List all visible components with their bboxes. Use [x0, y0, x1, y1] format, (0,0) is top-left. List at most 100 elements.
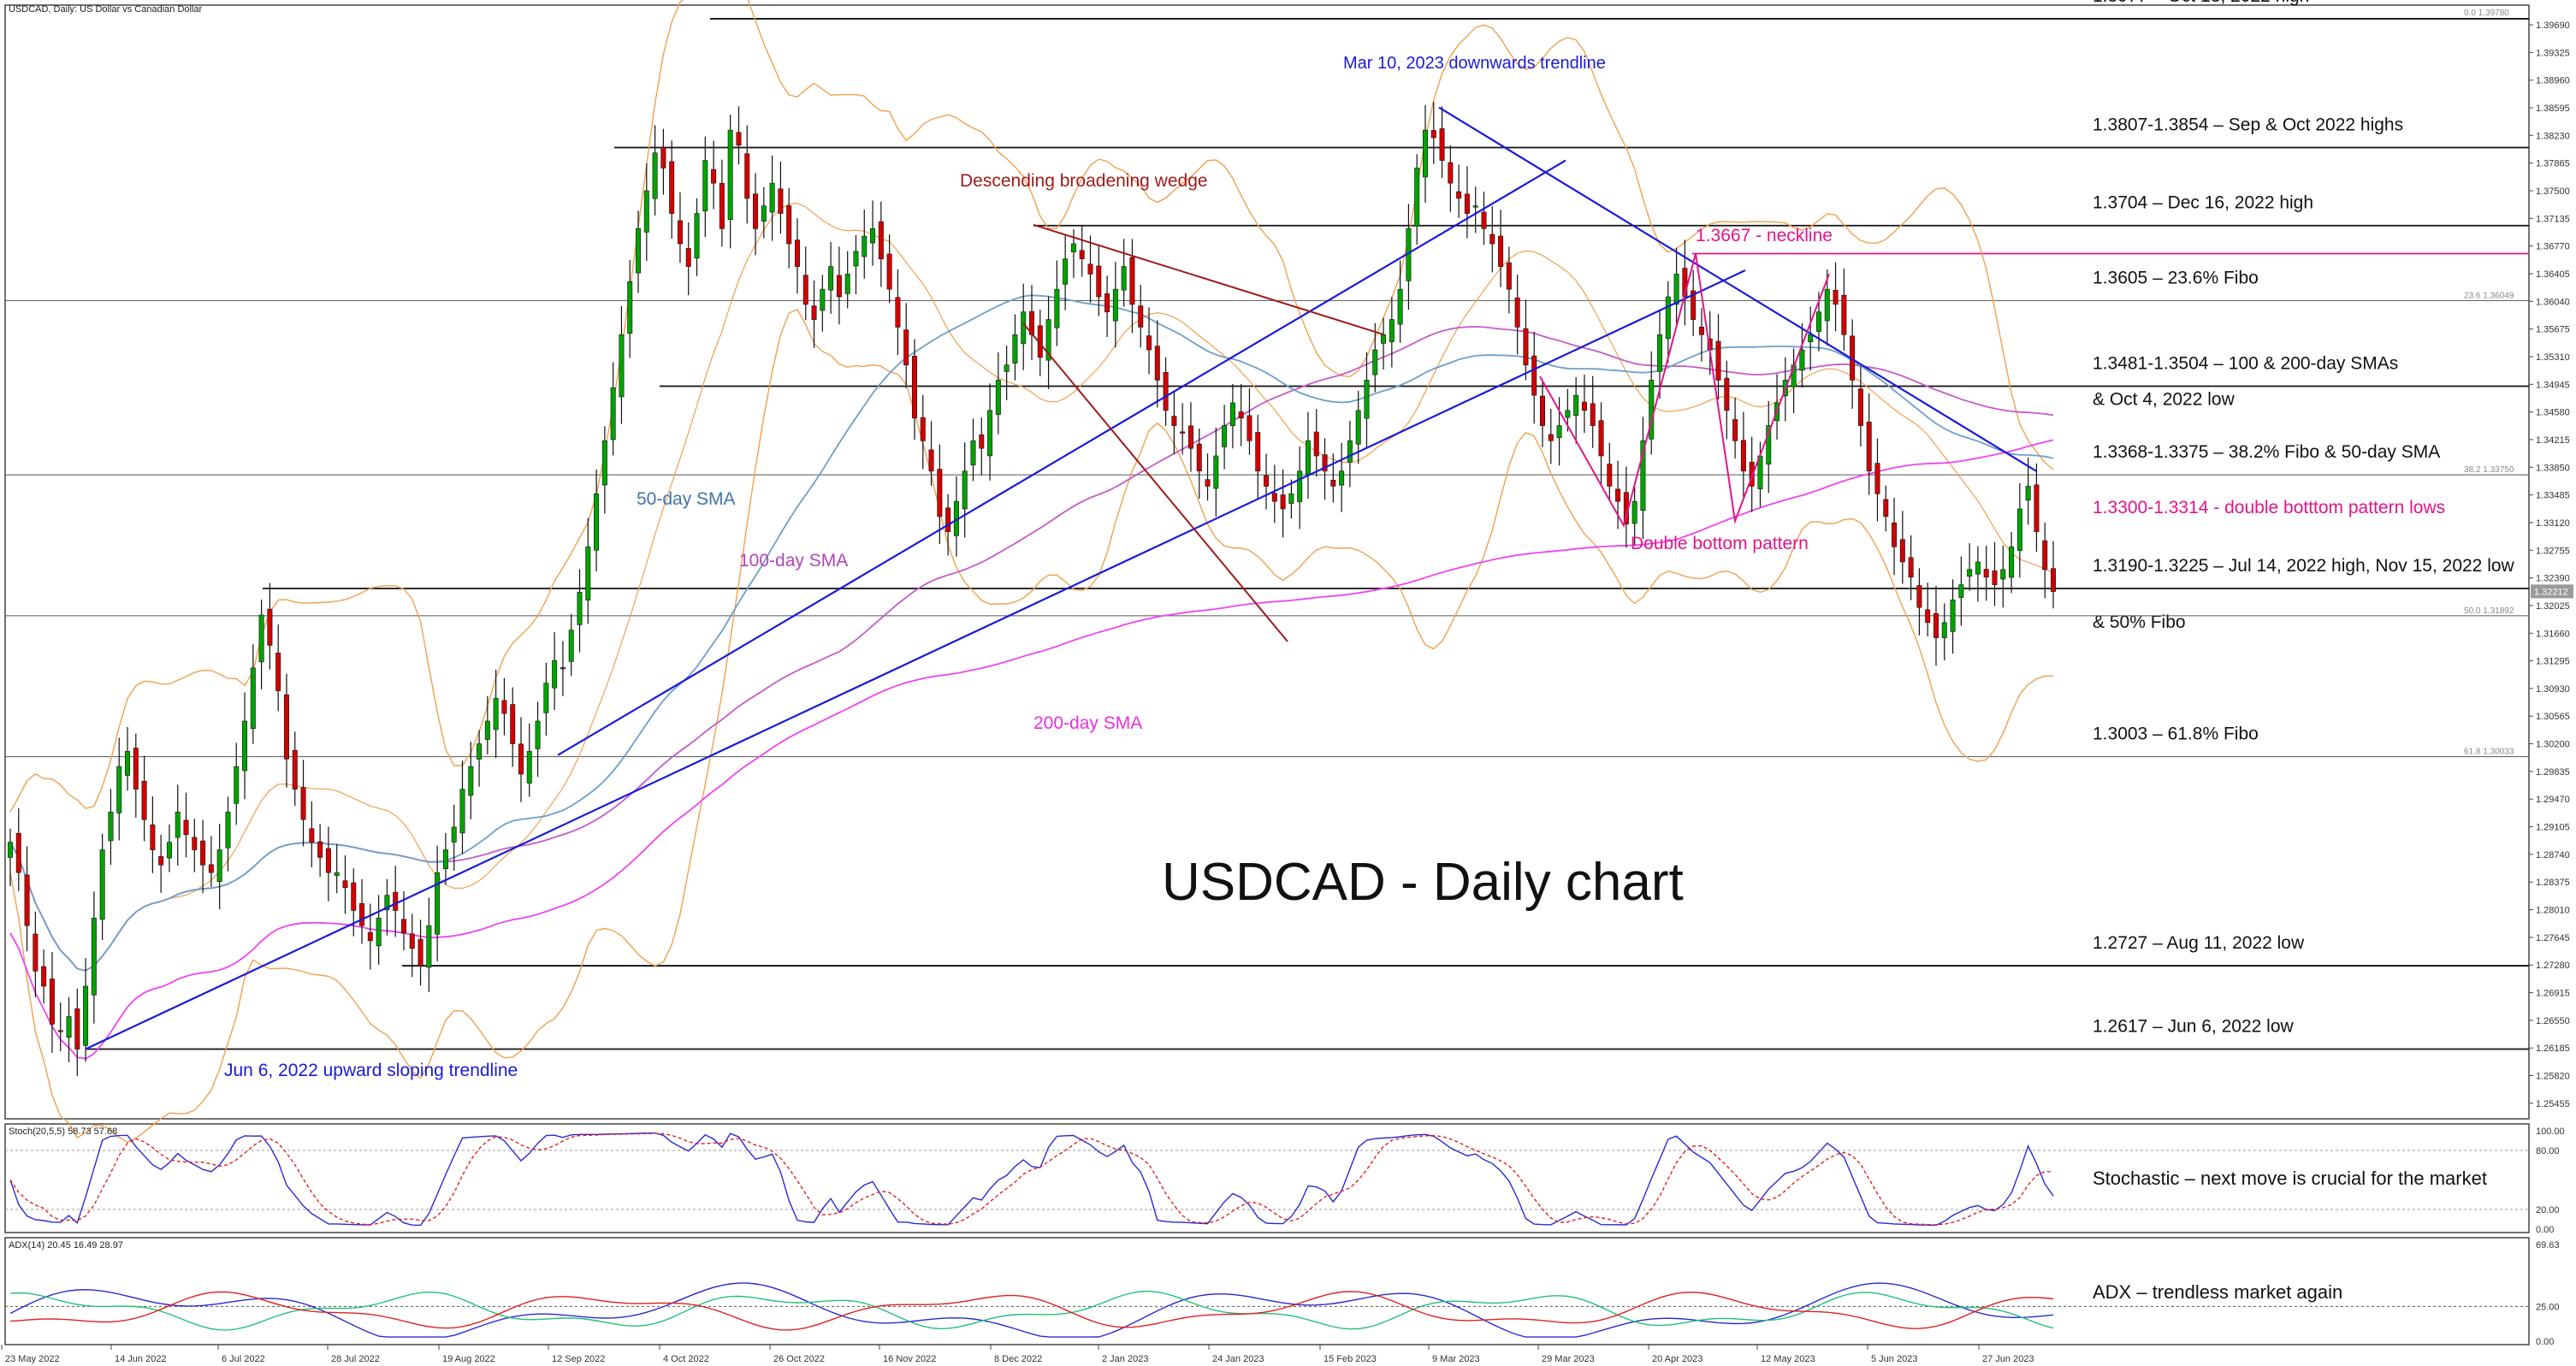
price-tick-label: 1.33850	[2536, 463, 2570, 473]
time-tick-label: 2 Jan 2023	[1102, 1354, 1148, 1364]
price-tick-label: 1.31660	[2536, 629, 2570, 639]
time-tick-label: 14 Jun 2022	[115, 1354, 167, 1364]
candle-body	[183, 819, 189, 836]
candle-body	[1339, 470, 1345, 486]
candle-body	[1540, 395, 1545, 426]
time-tick-label: 9 Mar 2023	[1432, 1354, 1480, 1364]
bollinger-upper	[9, 0, 2054, 813]
candle-body	[1925, 609, 1931, 624]
wedge-upper-line	[1033, 223, 1385, 336]
candle-body	[1096, 265, 1102, 298]
candle-body	[1824, 288, 1830, 322]
candle-body	[1958, 584, 1964, 598]
candle-body	[677, 220, 683, 245]
candle-body	[811, 305, 817, 320]
stoch-tick-label: 80.00	[2536, 1146, 2560, 1156]
candle-body	[484, 720, 490, 740]
candle-body	[400, 919, 406, 934]
candle-body	[1414, 168, 1420, 227]
candle-body	[711, 169, 717, 184]
candle-body	[1933, 613, 1939, 638]
candle-body	[24, 874, 30, 926]
candle-body	[91, 917, 97, 996]
price-tick-label: 1.34945	[2536, 380, 2570, 390]
candle-body	[543, 683, 549, 713]
candle-body	[250, 667, 256, 730]
uptrend-channel-line	[557, 159, 1566, 756]
candle-body	[99, 849, 105, 920]
candle-body	[535, 720, 541, 749]
candle-body	[802, 275, 808, 305]
candle-body	[1808, 334, 1814, 342]
current-price-label: 1.32212	[2534, 587, 2568, 597]
stochastic-panel-frame	[4, 1123, 2530, 1233]
candle-body	[836, 275, 842, 298]
candle-body	[1523, 328, 1529, 366]
candle-body	[317, 841, 323, 858]
stoch-tick-label: 100.00	[2536, 1127, 2565, 1137]
candle-body	[150, 825, 156, 850]
candle-body	[761, 205, 767, 222]
candle-body	[1112, 288, 1118, 322]
candle-body	[911, 355, 917, 419]
candle-body	[1590, 403, 1596, 426]
price-tick-label: 1.30200	[2536, 740, 2570, 750]
candle-body	[1740, 440, 1746, 472]
candle-body	[928, 449, 934, 472]
candle-body	[1448, 162, 1454, 184]
time-axis: 23 May 2022 14 Jun 2022 6 Jul 2022 28 Jul 2…	[1, 1345, 2034, 1364]
candle-body	[1229, 402, 1235, 427]
current-price-box	[2531, 584, 2573, 599]
sma50-annotation: 50-day SMA	[637, 489, 736, 509]
time-tick-label: 15 Feb 2023	[1324, 1354, 1377, 1364]
candle-body	[1063, 258, 1069, 285]
price-tick-label: 1.34580	[2536, 408, 2570, 418]
price-tick-label: 1.28375	[2536, 878, 2570, 888]
candle-body	[1815, 311, 1821, 332]
candle-body	[242, 720, 248, 772]
candle-body	[393, 891, 399, 911]
price-tick-label: 1.38230	[2536, 131, 2570, 141]
price-tick-label: 1.39690	[2536, 21, 2570, 31]
candle-body	[451, 826, 457, 843]
candle-body	[1187, 425, 1193, 449]
price-tick-label: 1.26915	[2536, 989, 2570, 999]
price-tick-label: 1.27645	[2536, 933, 2570, 943]
price-tick-label: 1.27280	[2536, 961, 2570, 971]
time-tick-label: 12 May 2023	[1761, 1354, 1815, 1364]
candle-body	[442, 849, 448, 869]
candle-body	[1054, 288, 1060, 328]
price-tick-label: 1.34215	[2536, 435, 2570, 446]
candle-body	[1079, 250, 1085, 260]
candle-body	[468, 766, 474, 796]
price-tick-label: 1.35310	[2536, 352, 2570, 363]
candle-body	[585, 546, 591, 601]
candle-body	[844, 274, 850, 294]
candle-body	[736, 132, 742, 146]
candle-body	[216, 849, 222, 883]
candle-body	[1004, 364, 1010, 372]
adx-indicator: 69.63 25.00 0.00	[5, 1240, 2560, 1347]
candle-body	[267, 608, 273, 646]
candle-body	[1749, 461, 1755, 487]
candle-body	[627, 281, 633, 334]
candle-body	[1866, 422, 1872, 472]
candle-body	[669, 161, 675, 214]
time-tick-label: 6 Jul 2022	[222, 1354, 265, 1364]
candle-body	[995, 380, 1001, 415]
candle-body	[979, 434, 985, 449]
candle-body	[601, 440, 607, 486]
candle-body	[41, 966, 47, 987]
candle-body	[141, 781, 147, 820]
neckline-annotation: 1.3667 - neckline	[1696, 226, 1833, 245]
candle-body	[1430, 130, 1436, 139]
double-bottom-lows-note: 1.3300-1.3314 - double botttom pattern l…	[2093, 498, 2445, 517]
candle-body	[1673, 274, 1679, 305]
price-tick-label: 1.25820	[2536, 1072, 2570, 1082]
time-tick-label: 16 Nov 2022	[883, 1354, 936, 1364]
candle-body	[409, 933, 415, 949]
candle-body	[1715, 340, 1721, 381]
candle-body	[643, 190, 649, 233]
